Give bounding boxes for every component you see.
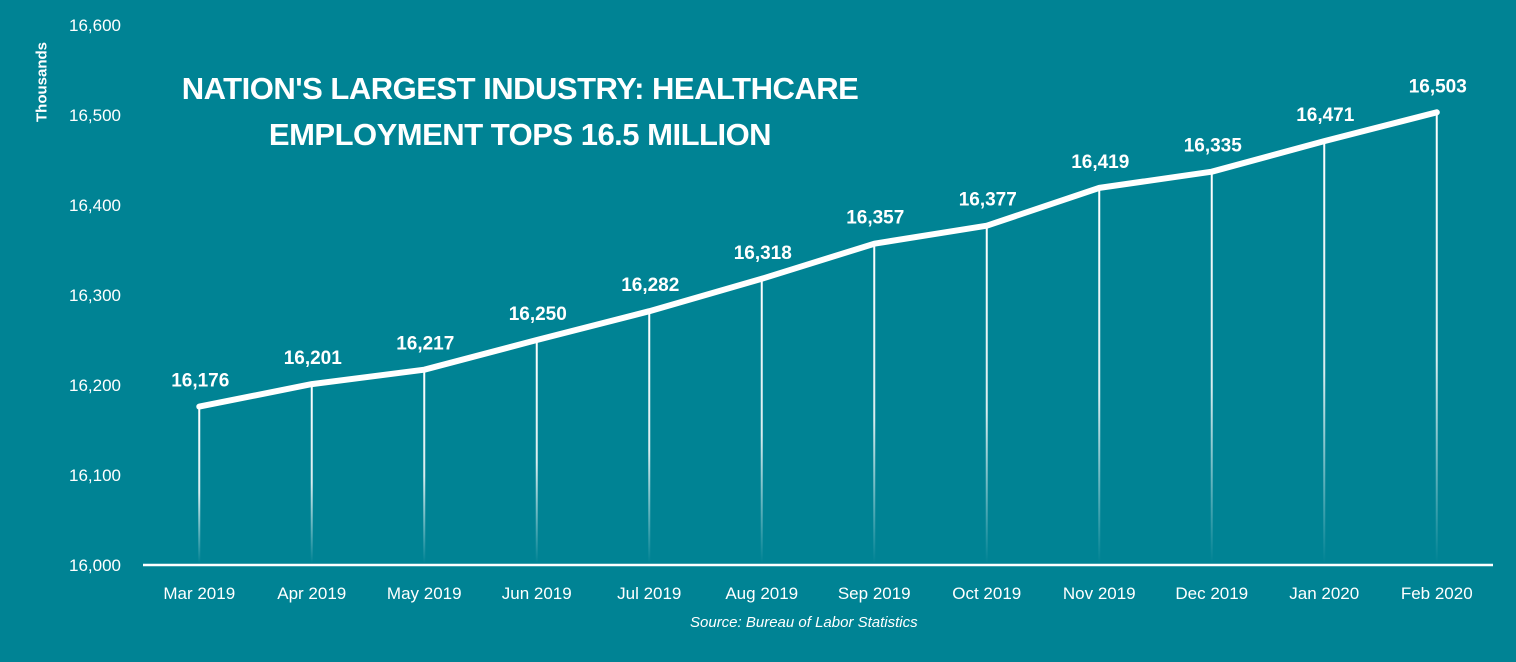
x-tick-label: Apr 2019 — [277, 584, 346, 603]
series-line — [196, 109, 1440, 410]
y-tick-label: 16,200 — [69, 376, 121, 395]
x-tick-label: May 2019 — [387, 584, 462, 603]
drop-line — [423, 369, 426, 563]
data-label: 16,357 — [846, 208, 904, 229]
x-tick-label: Nov 2019 — [1063, 584, 1136, 603]
y-tick-label: 16,500 — [69, 106, 121, 125]
drop-line — [760, 278, 763, 563]
drop-line — [648, 311, 651, 563]
x-tick-label: Oct 2019 — [952, 584, 1021, 603]
data-label: 16,250 — [509, 304, 567, 325]
chart-title: NATION'S LARGEST INDUSTRY: HEALTHCARE EM… — [130, 66, 910, 158]
x-tick-label: Jul 2019 — [617, 584, 681, 603]
data-label: 16,201 — [284, 348, 343, 369]
y-tick-label: 16,100 — [69, 466, 121, 485]
drop-line — [985, 225, 988, 563]
drop-line — [1210, 171, 1213, 563]
data-label: 16,419 — [1071, 152, 1129, 173]
drop-line — [1323, 141, 1326, 563]
data-label: 16,176 — [171, 371, 229, 392]
data-label: 16,377 — [959, 190, 1017, 211]
drop-line — [198, 406, 201, 563]
data-label: 16,335 — [1184, 136, 1243, 157]
y-tick-label: 16,300 — [69, 286, 121, 305]
chart-title-line-2: EMPLOYMENT TOPS 16.5 MILLION — [268, 117, 772, 152]
drop-line — [1435, 112, 1438, 564]
data-label: 16,318 — [734, 243, 792, 264]
x-axis: Mar 2019 Apr 2019 May 2019 Jun 2019 Jul 2019… — [163, 584, 1472, 603]
x-tick-label: Feb 2020 — [1401, 584, 1473, 603]
data-label: 16,217 — [396, 334, 454, 355]
data-labels: 16,176 16,201 16,217 16,250 16,282 16,318 16,3… — [171, 76, 1467, 391]
x-tick-label: Mar 2019 — [163, 584, 235, 603]
drop-line — [1098, 187, 1101, 563]
data-label: 16,471 — [1296, 105, 1355, 126]
x-tick-label: Aug 2019 — [725, 584, 798, 603]
drop-line — [873, 243, 876, 563]
y-axis-label: Thousands — [33, 41, 51, 123]
x-tick-label: Sep 2019 — [838, 584, 911, 603]
drop-line — [535, 340, 538, 563]
x-tick-label: Jan 2020 — [1289, 584, 1359, 603]
x-tick-label: Dec 2019 — [1175, 584, 1248, 603]
data-label: 16,503 — [1409, 76, 1467, 97]
chart-title-line-1: NATION'S LARGEST INDUSTRY: HEALTHCARE — [181, 71, 859, 106]
source-note: Source: Bureau of Labor Statistics — [690, 614, 918, 631]
y-tick-label: 16,000 — [69, 556, 121, 575]
drop-lines — [198, 112, 1438, 564]
drop-line — [310, 384, 313, 563]
y-axis: 16,000 16,100 16,200 16,300 16,400 16,500 16,6… — [69, 16, 121, 575]
y-tick-label: 16,400 — [69, 196, 121, 215]
y-tick-label: 16,600 — [69, 16, 121, 35]
data-label: 16,282 — [621, 275, 679, 296]
x-tick-label: Jun 2019 — [502, 584, 572, 603]
